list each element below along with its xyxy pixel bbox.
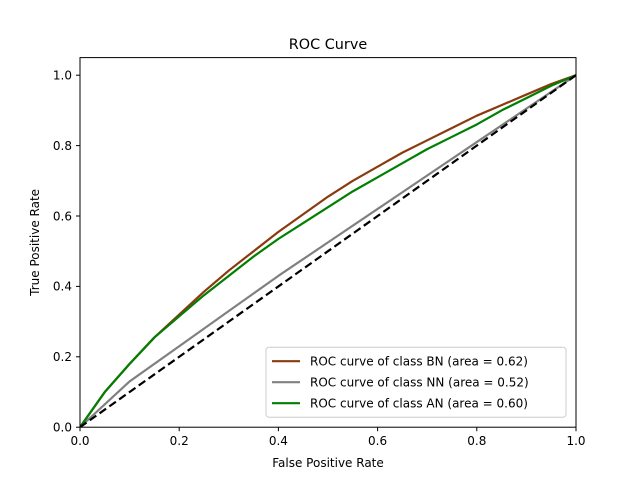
x-tick-label: 0.4 (269, 434, 288, 448)
y-tick-label: 0.8 (53, 139, 72, 153)
y-tick-label: 0.4 (53, 280, 72, 294)
x-tick-label: 0.8 (467, 434, 486, 448)
roc-curve-1 (80, 74, 576, 428)
x-tick-label: 0.2 (170, 434, 189, 448)
legend-label-2: ROC curve of class AN (area = 0.60) (310, 397, 528, 411)
y-axis-label: True Positive Rate (28, 189, 42, 297)
chart-title: ROC Curve (289, 37, 368, 53)
curves-layer (80, 74, 576, 428)
legend: ROC curve of class BN (area = 0.62) ROC c… (265, 346, 567, 418)
legend-frame (265, 346, 567, 418)
y-tick-label: 0.2 (53, 350, 72, 364)
x-tick-label: 1.0 (566, 434, 585, 448)
x-tick-label: 0.6 (368, 434, 387, 448)
y-tick-label: 1.0 (53, 69, 72, 83)
chance-diagonal-line (80, 74, 576, 428)
x-axis-label: False Positive Rate (272, 456, 384, 470)
legend-label-0: ROC curve of class BN (area = 0.62) (310, 355, 528, 369)
legend-label-1: ROC curve of class NN (area = 0.52) (310, 376, 529, 390)
y-tick-label: 0.0 (53, 421, 72, 435)
roc-curve-2 (80, 74, 576, 428)
ticks-layer: 0.0 0.2 0.4 0.6 0.8 1.0 0.0 0.2 0.4 0.6 0.8 1.0 (53, 69, 586, 449)
y-tick-label: 0.6 (53, 209, 72, 223)
plot-frame (79, 57, 577, 428)
x-tick-label: 0.0 (70, 434, 89, 448)
